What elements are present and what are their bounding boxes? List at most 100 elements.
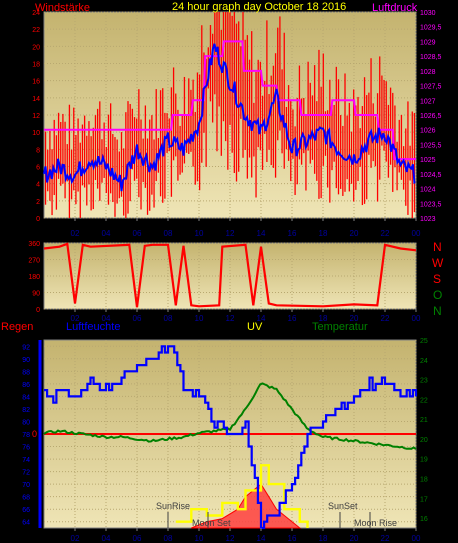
y-tick-label: 18 (420, 477, 428, 484)
x-tick-label: 04 (102, 314, 111, 323)
y-tick-label: 86 (22, 382, 30, 389)
y-tick-label: 23 (420, 378, 428, 385)
x-tick-label: 18 (319, 534, 328, 543)
direction-line (43, 242, 417, 308)
compass-label: O (433, 288, 442, 302)
y-tick-label: 360 (28, 241, 40, 248)
y-tick-label: 20 (32, 44, 40, 51)
y-tick-label: 74 (22, 457, 30, 464)
sunset-label: SunSet (328, 501, 358, 511)
moonset-label: Moon Set (192, 518, 231, 528)
x-tick-label: 10 (195, 534, 204, 543)
temperature-y-ticks: 16 17 18 19 20 21 22 23 24 25 (420, 338, 428, 523)
y-tick-label: 6 (36, 165, 40, 172)
x-tick-label: 20 (350, 534, 359, 543)
x-tick-label: 02 (71, 229, 80, 238)
y-tick-label: 4 (36, 182, 40, 189)
x-tick-label: 20 (350, 229, 359, 238)
x-tick-label: 18 (319, 229, 328, 238)
y-tick-label: 24 (420, 358, 428, 365)
humidity-y-ticks: 64 66 68 70 72 74 76 78 80 82 84 86 88 90 92 (22, 344, 30, 526)
direction-x-ticks: 02 04 06 08 10 12 14 16 18 20 22 00 (71, 309, 421, 323)
y-tick-label: 21 (420, 417, 428, 424)
y-tick-label: 0 (36, 307, 40, 314)
x-tick-label: 04 (102, 229, 111, 238)
y-tick-label: 68 (22, 495, 30, 502)
x-tick-label: 06 (133, 534, 142, 543)
y-tick-label: 78 (22, 432, 30, 439)
compass-label: N (433, 304, 442, 318)
y-tick-label: 90 (32, 291, 40, 298)
compass-labels: N W S O N (432, 240, 444, 318)
y-tick-label: 16 (32, 79, 40, 86)
x-tick-label: 04 (102, 534, 111, 543)
x-tick-label: 06 (133, 314, 142, 323)
pressure-line (44, 40, 416, 161)
y-tick-label: 8 (36, 147, 40, 154)
direction-y-ticks: 0 90 180 270 360 (28, 241, 40, 314)
y-tick-label: 76 (22, 445, 30, 452)
x-tick-label: 10 (195, 229, 204, 238)
wind-x-ticks: 02 04 06 08 10 12 14 16 18 20 22 00 (71, 218, 421, 238)
y-tick-label: 1023 (420, 216, 436, 223)
y-tick-label: 1029 (420, 39, 436, 46)
y-tick-label: 10 (32, 130, 40, 137)
x-tick-label: 20 (350, 314, 359, 323)
y-tick-label: 19 (420, 457, 428, 464)
x-tick-label: 22 (381, 314, 390, 323)
y-tick-label: 14 (32, 96, 40, 103)
x-tick-label: 08 (164, 534, 173, 543)
y-tick-label: 22 (32, 27, 40, 34)
humidity-label: Luftfeuchte (66, 321, 120, 333)
y-tick-label: 18 (32, 62, 40, 69)
y-tick-label: 82 (22, 407, 30, 414)
x-tick-label: 08 (164, 314, 173, 323)
x-tick-label: 16 (288, 229, 297, 238)
x-tick-label: 02 (71, 534, 80, 543)
y-tick-label: 12 (32, 113, 40, 120)
avg-wind-line (43, 43, 416, 192)
y-tick-label: 66 (22, 507, 30, 514)
y-tick-label: 1023,5 (420, 201, 442, 208)
x-tick-label: 12 (226, 314, 235, 323)
x-tick-label: 16 (288, 534, 297, 543)
y-tick-label: 22 (420, 397, 428, 404)
y-tick-label: 180 (28, 274, 40, 281)
climate-series (43, 345, 418, 530)
graph-title: 24 hour graph day October 18 2016 (172, 1, 346, 13)
y-tick-label: 1026,5 (420, 113, 442, 120)
y-tick-label: 92 (22, 344, 30, 351)
x-tick-label: 16 (288, 314, 297, 323)
y-tick-label: 64 (22, 520, 30, 527)
y-tick-label: 80 (22, 419, 30, 426)
x-tick-label: 18 (319, 314, 328, 323)
x-tick-label: 00 (412, 314, 421, 323)
x-tick-label: 12 (226, 229, 235, 238)
y-tick-label: 2 (36, 199, 40, 206)
y-tick-label: 1027,5 (420, 84, 442, 91)
x-tick-label: 00 (412, 229, 421, 238)
compass-label: W (432, 256, 444, 270)
y-tick-label: 90 (22, 357, 30, 364)
climate-x-ticks: 02 04 06 08 10 12 14 16 18 20 22 00 (71, 528, 421, 543)
y-tick-label: 1026 (420, 128, 436, 135)
rain-zero-label: 0 (32, 429, 37, 439)
x-tick-label: 14 (257, 229, 266, 238)
y-tick-label: 20 (420, 437, 428, 444)
x-tick-label: 08 (164, 229, 173, 238)
y-tick-label: 1029,5 (420, 25, 442, 32)
x-tick-label: 22 (381, 534, 390, 543)
uv-line (175, 464, 309, 528)
pressure-y-ticks: 1023 1023,5 1024 1024,5 1025 1025,5 1026 1026,5… (420, 10, 442, 223)
x-tick-label: 14 (257, 314, 266, 323)
temperature-label: Temperatur (312, 321, 368, 333)
y-tick-label: 1030 (420, 10, 436, 17)
moonrise-label: Moon Rise (354, 518, 397, 528)
y-tick-label: 1028,5 (420, 54, 442, 61)
pressure-label: Luftdruck (372, 2, 418, 14)
y-tick-label: 1028 (420, 69, 436, 76)
x-tick-label: 06 (133, 229, 142, 238)
x-tick-label: 14 (257, 534, 266, 543)
y-tick-label: 25 (420, 338, 428, 345)
